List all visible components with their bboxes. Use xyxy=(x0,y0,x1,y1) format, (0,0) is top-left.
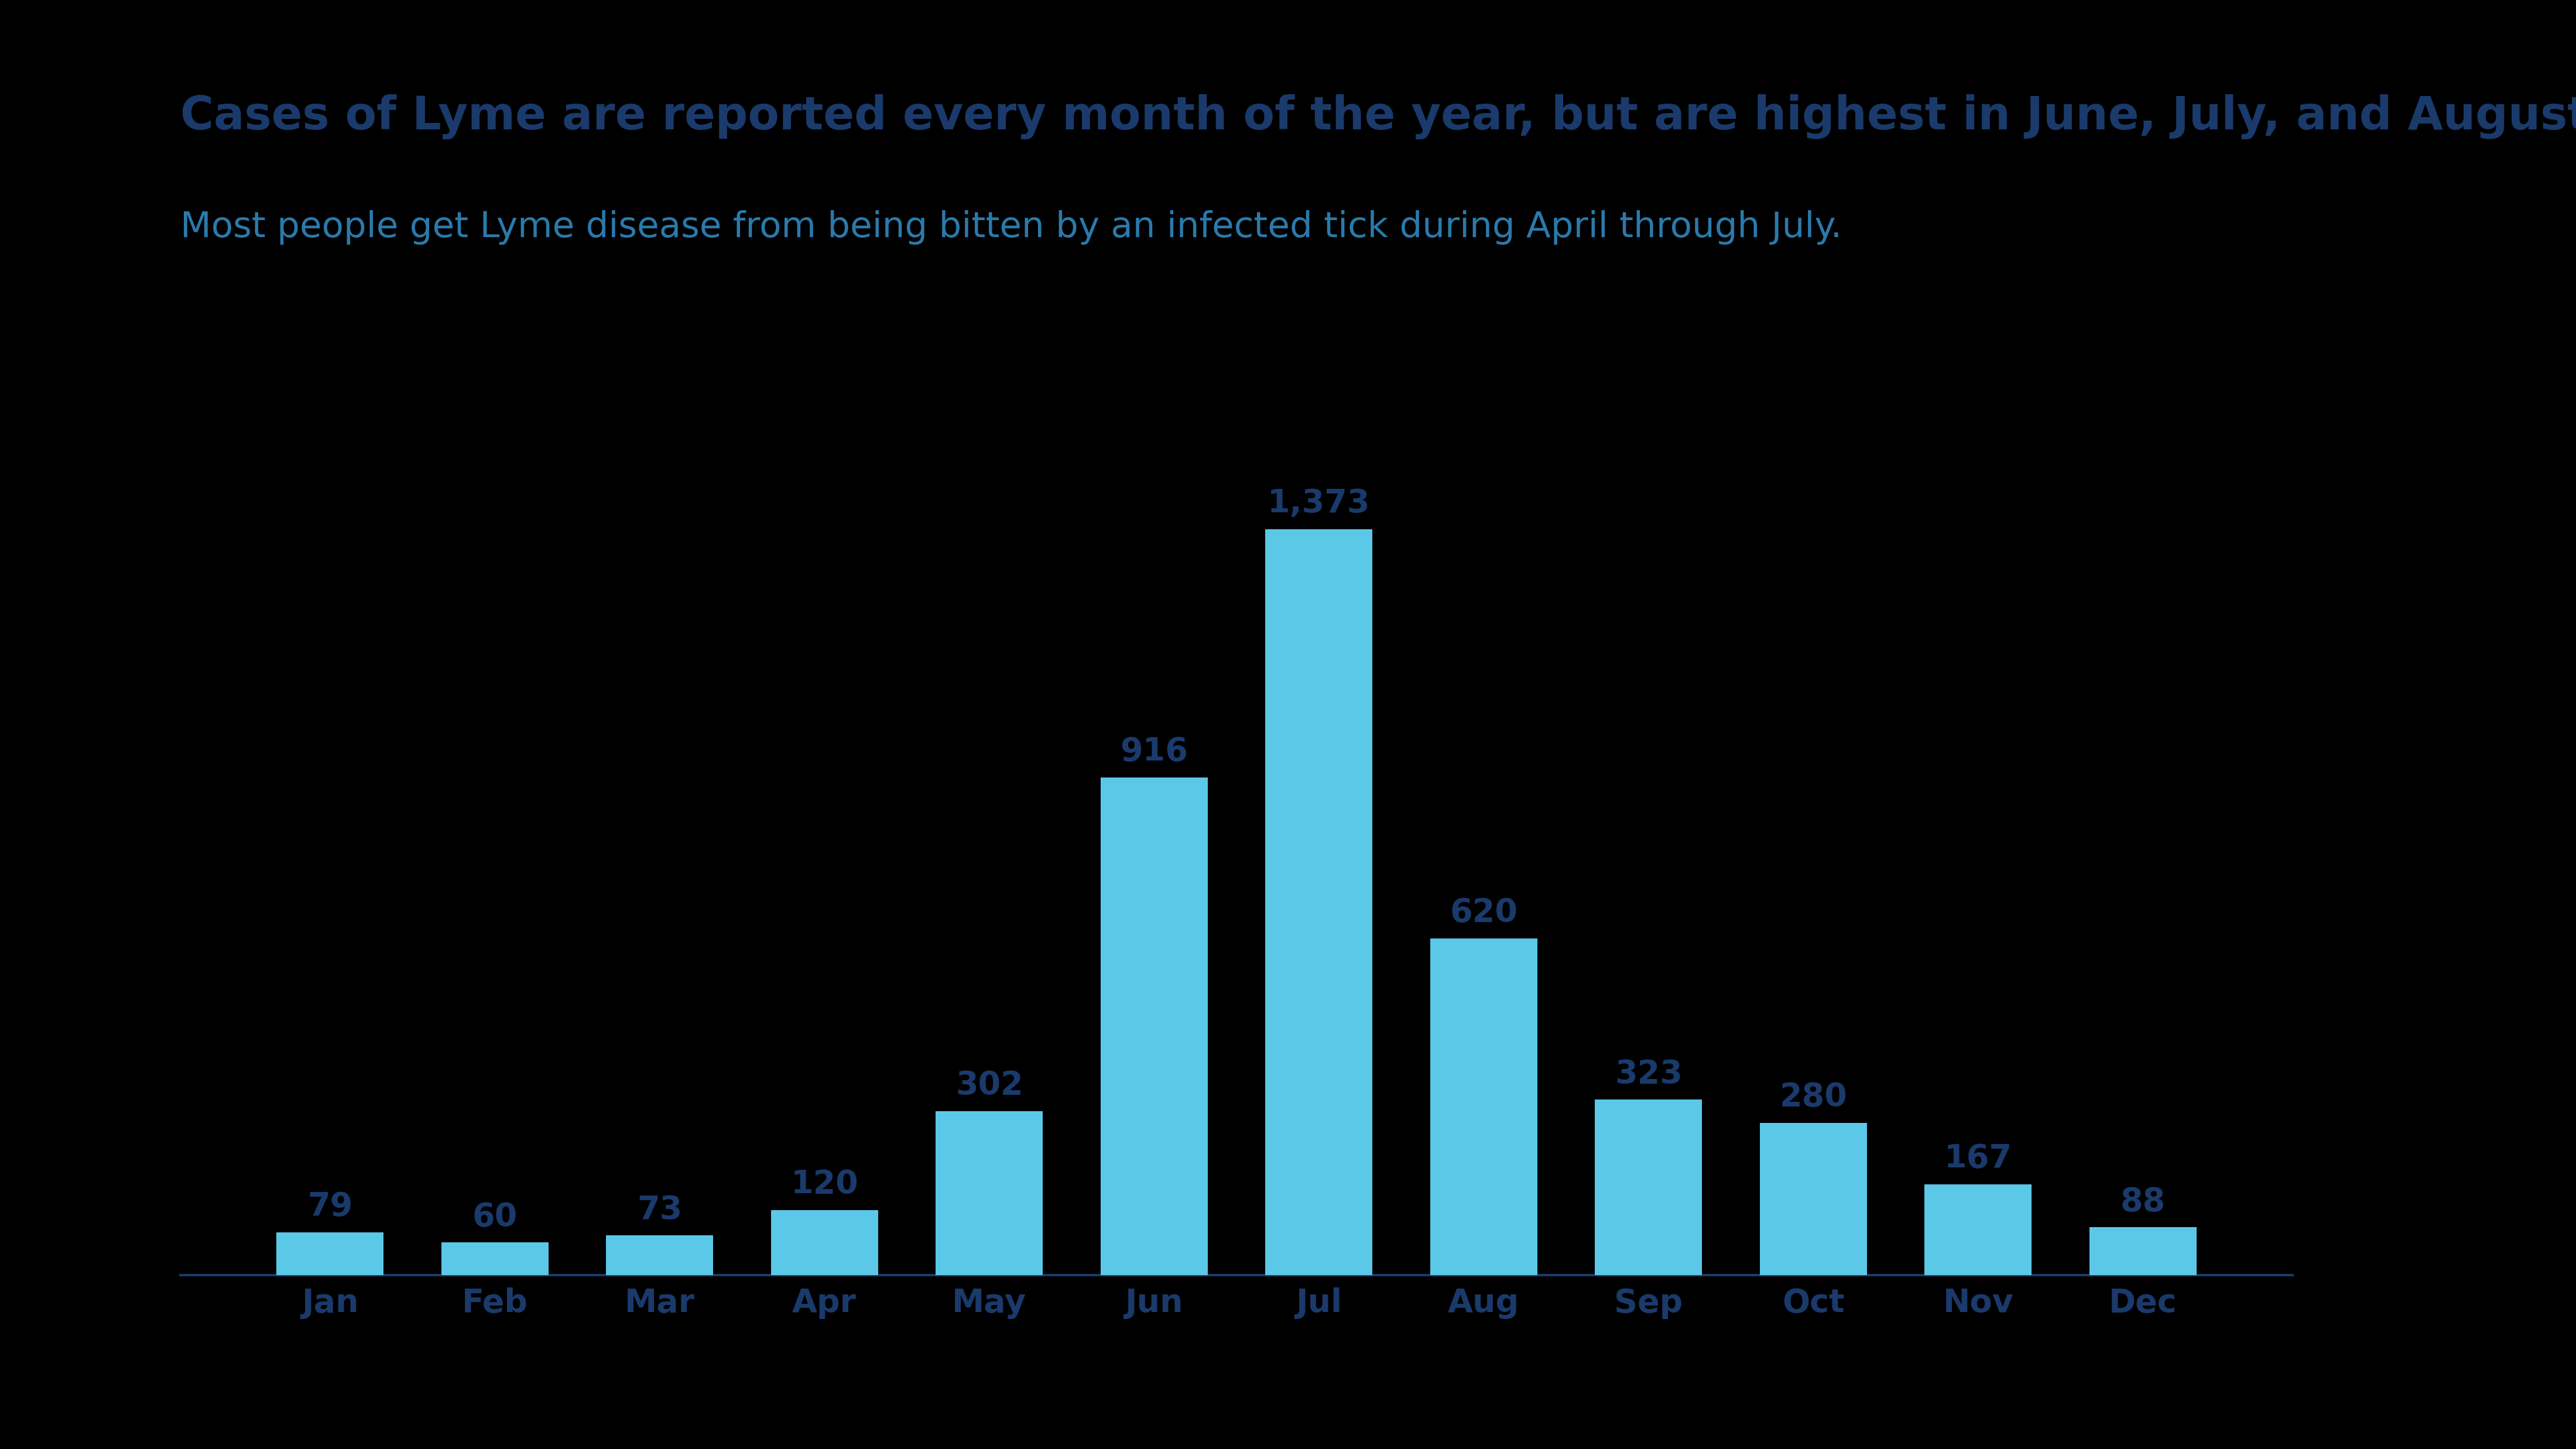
Text: Most people get Lyme disease from being bitten by an infected tick during April : Most people get Lyme disease from being … xyxy=(180,210,1842,245)
Text: 167: 167 xyxy=(1945,1143,2012,1175)
Bar xyxy=(1924,1184,2032,1275)
Text: 79: 79 xyxy=(307,1191,353,1223)
Text: 88: 88 xyxy=(2120,1185,2166,1217)
Text: 302: 302 xyxy=(956,1069,1023,1101)
Bar xyxy=(2089,1227,2197,1275)
Text: Cases of Lyme are reported every month of the year, but are highest in June, Jul: Cases of Lyme are reported every month o… xyxy=(180,94,2576,139)
Text: 60: 60 xyxy=(471,1201,518,1233)
Text: 323: 323 xyxy=(1615,1058,1682,1090)
Bar xyxy=(1430,939,1538,1275)
Text: 1,373: 1,373 xyxy=(1267,488,1370,519)
Bar xyxy=(1100,777,1208,1275)
Text: 73: 73 xyxy=(636,1194,683,1226)
Bar xyxy=(770,1210,878,1275)
Bar xyxy=(1759,1123,1868,1275)
Bar xyxy=(935,1111,1043,1275)
Text: 916: 916 xyxy=(1121,736,1188,768)
Bar xyxy=(440,1243,549,1275)
Bar xyxy=(605,1236,714,1275)
Bar xyxy=(1265,529,1373,1275)
Text: 120: 120 xyxy=(791,1168,858,1200)
Text: 620: 620 xyxy=(1450,897,1517,929)
Bar xyxy=(1595,1100,1703,1275)
Bar xyxy=(276,1232,384,1275)
Text: 280: 280 xyxy=(1780,1081,1847,1113)
